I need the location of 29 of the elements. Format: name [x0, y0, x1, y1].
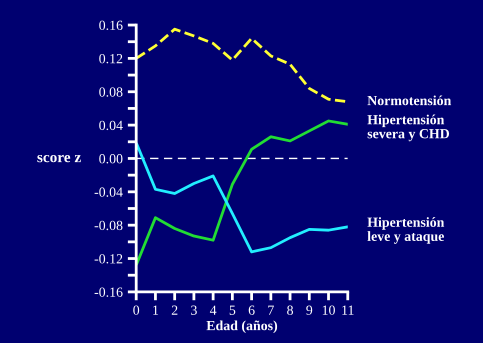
- x-tick-label: 2: [172, 306, 178, 315]
- x-tick-label: 6: [248, 306, 255, 315]
- y-tick-label: -0.04: [94, 187, 123, 197]
- y-axis-title: score z: [37, 154, 81, 162]
- series-label: Normotensión: [367, 95, 452, 106]
- line-series: [136, 120, 348, 267]
- x-tick-label: 10: [322, 305, 335, 315]
- y-tick-label: 0.04: [99, 120, 123, 130]
- y-tick-label: -0.12: [94, 254, 122, 264]
- x-tick-label: 8: [287, 305, 294, 315]
- x-tick-label: 1: [153, 306, 158, 315]
- x-tick-label: 7: [268, 306, 274, 315]
- x-tick-label: 9: [306, 306, 312, 315]
- y-tick-label: 0.12: [99, 54, 122, 64]
- y-tick-label: -0.16: [94, 287, 123, 297]
- x-tick-label: 5: [230, 306, 236, 315]
- x-tick-label: 4: [210, 306, 216, 315]
- x-axis-title: Edad (años): [206, 320, 278, 334]
- y-tick-label: 0.00: [99, 154, 122, 164]
- x-tick-label: 0: [133, 305, 140, 315]
- x-tick-label: 11: [342, 306, 354, 315]
- y-tick-label: 0.16: [99, 20, 123, 30]
- line-series: [136, 141, 348, 254]
- y-tick-label: 0.08: [99, 87, 122, 97]
- x-tick-label: 3: [191, 306, 197, 315]
- y-tick-label: -0.08: [94, 220, 122, 230]
- series-label: Hipertensión leve y ataque: [367, 217, 444, 244]
- line-series: [136, 28, 348, 104]
- series-label: Hipertensión severa y CHD: [367, 114, 450, 142]
